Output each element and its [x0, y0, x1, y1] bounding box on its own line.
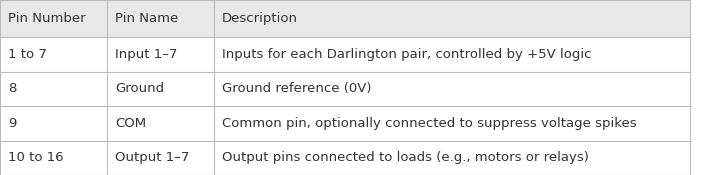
Text: 10 to 16: 10 to 16: [8, 151, 64, 164]
Text: COM: COM: [115, 117, 146, 130]
Text: 1 to 7: 1 to 7: [8, 48, 47, 61]
Text: Inputs for each Darlington pair, controlled by +5V logic: Inputs for each Darlington pair, control…: [222, 48, 592, 61]
Text: Input 1–7: Input 1–7: [115, 48, 177, 61]
Bar: [0, 141, 690, 175]
Text: Common pin, optionally connected to suppress voltage spikes: Common pin, optionally connected to supp…: [222, 117, 636, 130]
Bar: [0, 106, 690, 141]
Text: Pin Number: Pin Number: [8, 12, 86, 25]
Text: Output 1–7: Output 1–7: [115, 151, 190, 164]
Text: 8: 8: [8, 82, 17, 95]
Bar: [0, 0, 690, 37]
Text: Ground: Ground: [115, 82, 164, 95]
Text: Output pins connected to loads (e.g., motors or relays): Output pins connected to loads (e.g., mo…: [222, 151, 589, 164]
Bar: [0, 37, 690, 72]
Text: Ground reference (0V): Ground reference (0V): [222, 82, 371, 95]
Text: Description: Description: [222, 12, 298, 25]
Bar: [0, 72, 690, 106]
Text: 9: 9: [8, 117, 17, 130]
Text: Pin Name: Pin Name: [115, 12, 178, 25]
